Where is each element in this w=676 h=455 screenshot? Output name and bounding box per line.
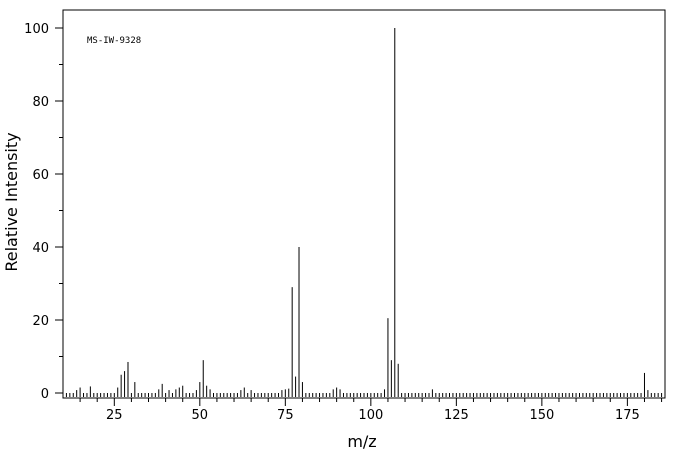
y-axis-ticks: 0 20 40 60 80 100 [24,22,63,402]
plot-frame [62,9,666,399]
y-tick-label: 0 [41,387,49,402]
x-tick-label: 100 [358,408,383,423]
baseline-minor-ticks [65,393,663,397]
x-tick-label: 50 [192,408,209,423]
x-tick-label: 125 [444,408,469,423]
spectrum-id-annotation: MS-IW-9328 [87,36,141,46]
y-axis-title: Relative Intensity [2,132,21,271]
x-tick-label: 150 [529,408,554,423]
y-tick-label: 40 [32,241,49,256]
y-tick-label: 80 [32,95,49,110]
y-tick-label: 100 [24,22,49,37]
x-axis-title: m/z [347,432,376,451]
x-tick-label: 175 [615,408,640,423]
peaks-group [76,28,649,393]
x-tick-label: 25 [106,408,123,423]
x-axis-ticks: 25 50 75 100 125 150 175 [79,398,663,423]
y-tick-label: 20 [32,314,49,329]
x-tick-label: 75 [277,408,294,423]
y-tick-label: 60 [32,168,49,183]
